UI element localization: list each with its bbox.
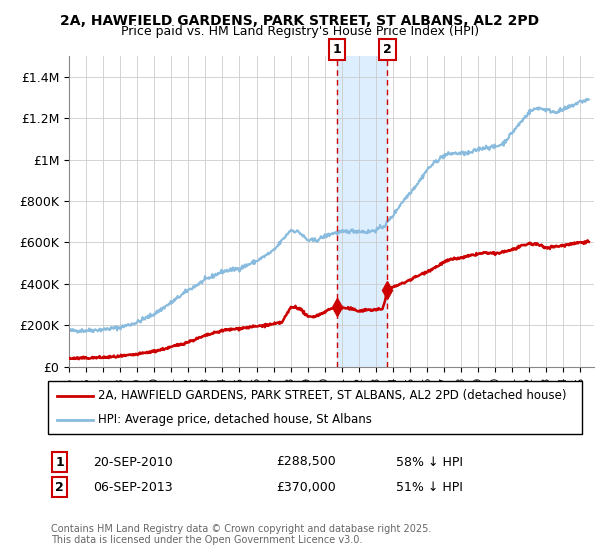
Bar [337,56,388,367]
Text: 2A, HAWFIELD GARDENS, PARK STREET, ST ALBANS, AL2 2PD (detached house): 2A, HAWFIELD GARDENS, PARK STREET, ST AL… [98,389,566,402]
Text: £288,500: £288,500 [276,455,336,469]
Text: Price paid vs. HM Land Registry's House Price Index (HPI): Price paid vs. HM Land Registry's House … [121,25,479,38]
Text: £370,000: £370,000 [276,480,336,494]
Text: 2: 2 [55,480,64,494]
Text: HPI: Average price, detached house, St Albans: HPI: Average price, detached house, St A… [98,413,371,426]
Text: 20-SEP-2010: 20-SEP-2010 [93,455,173,469]
Text: 06-SEP-2013: 06-SEP-2013 [93,480,173,494]
Text: 1: 1 [55,455,64,469]
Text: 51% ↓ HPI: 51% ↓ HPI [396,480,463,494]
Text: 58% ↓ HPI: 58% ↓ HPI [396,455,463,469]
Text: 1: 1 [332,43,341,56]
Text: 2: 2 [383,43,392,56]
Text: Contains HM Land Registry data © Crown copyright and database right 2025.
This d: Contains HM Land Registry data © Crown c… [51,524,431,545]
Text: 2A, HAWFIELD GARDENS, PARK STREET, ST ALBANS, AL2 2PD: 2A, HAWFIELD GARDENS, PARK STREET, ST AL… [61,14,539,28]
